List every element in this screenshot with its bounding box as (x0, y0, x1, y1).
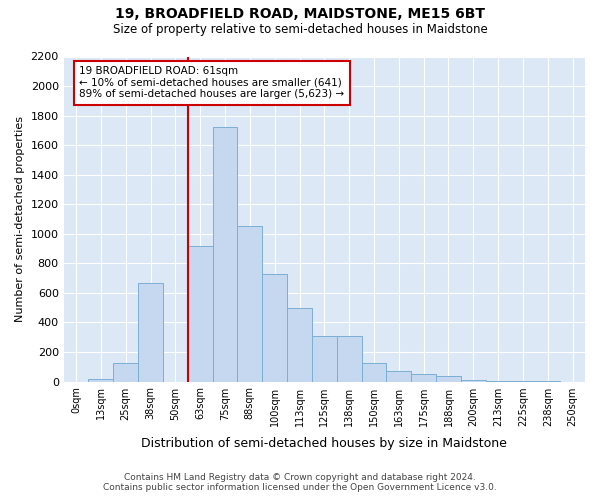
Bar (411, 374, 436, 382)
Bar (436, 376, 461, 382)
Bar (188, 246, 212, 382)
Bar (362, 363, 386, 382)
Bar (238, 226, 262, 382)
Bar (386, 371, 411, 382)
Text: Contains HM Land Registry data © Crown copyright and database right 2024.
Contai: Contains HM Land Registry data © Crown c… (103, 473, 497, 492)
Bar (88, 378, 113, 382)
Bar (287, 308, 312, 382)
Text: 19 BROADFIELD ROAD: 61sqm
← 10% of semi-detached houses are smaller (641)
89% of: 19 BROADFIELD ROAD: 61sqm ← 10% of semi-… (79, 66, 344, 100)
Text: 19, BROADFIELD ROAD, MAIDSTONE, ME15 6BT: 19, BROADFIELD ROAD, MAIDSTONE, ME15 6BT (115, 8, 485, 22)
Text: Size of property relative to semi-detached houses in Maidstone: Size of property relative to semi-detach… (113, 22, 487, 36)
X-axis label: Distribution of semi-detached houses by size in Maidstone: Distribution of semi-detached houses by … (142, 437, 507, 450)
Bar (138, 282, 163, 382)
Bar (212, 126, 238, 382)
Bar (337, 336, 362, 382)
Bar (312, 336, 337, 382)
Bar (262, 274, 287, 382)
Bar (113, 363, 138, 382)
Y-axis label: Number of semi-detached properties: Number of semi-detached properties (15, 116, 25, 322)
Bar (485, 381, 511, 382)
Bar (461, 380, 485, 382)
